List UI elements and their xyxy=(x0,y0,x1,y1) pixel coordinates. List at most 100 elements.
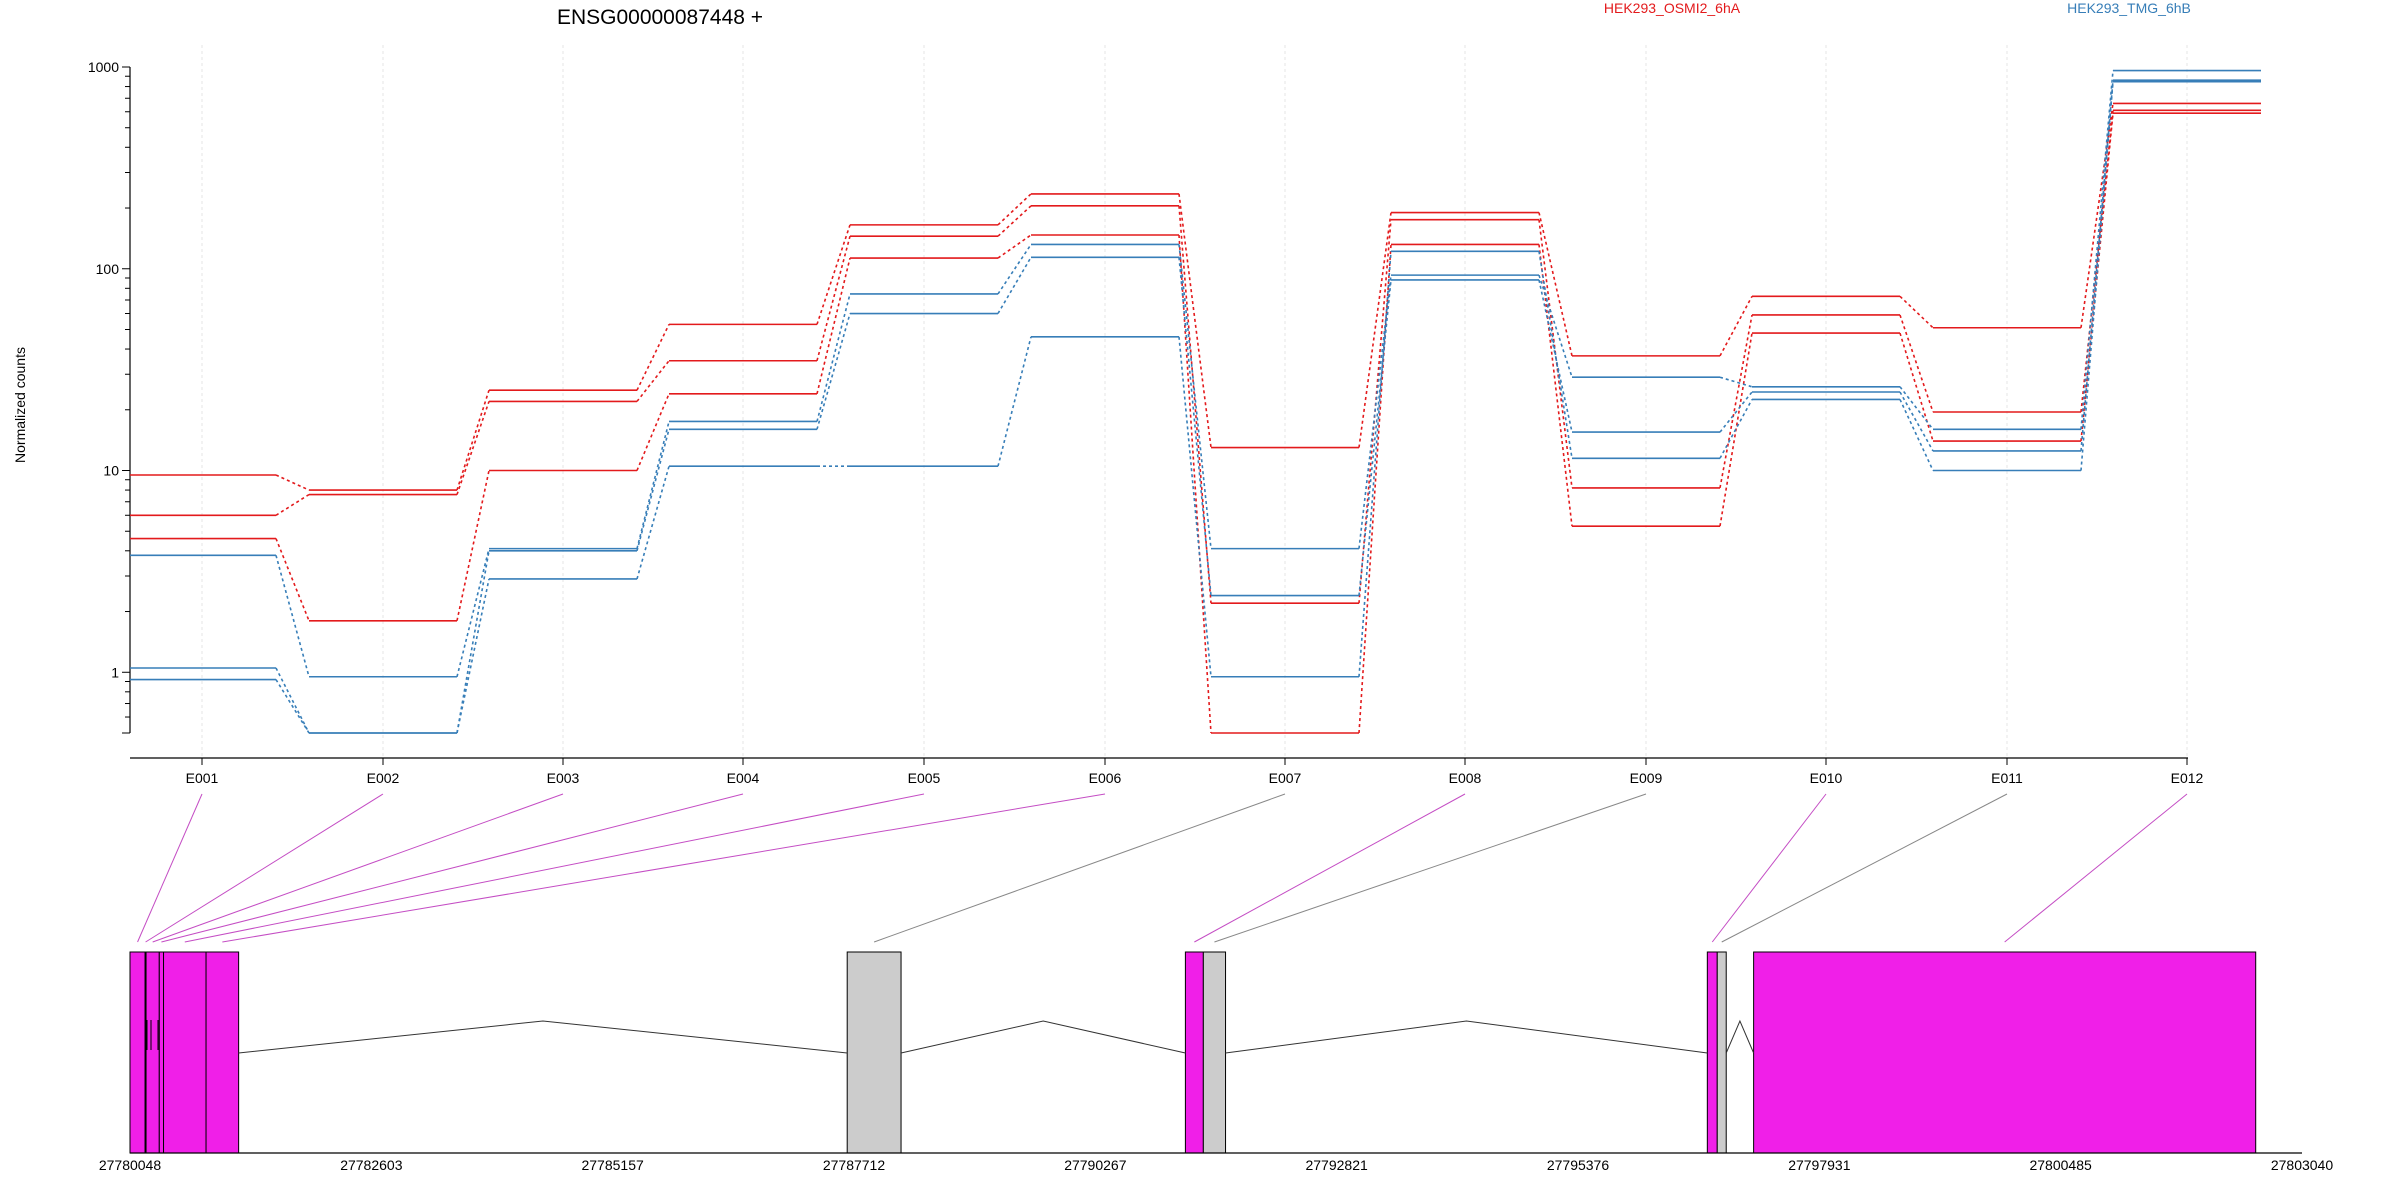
x-tick-label-e008: E008 xyxy=(1449,770,1482,786)
x-tick-label-e012: E012 xyxy=(2171,770,2204,786)
exon-block-e012 xyxy=(1753,951,2257,1154)
series-connector xyxy=(1899,391,1934,452)
series-connector xyxy=(1178,257,1212,596)
series-connector xyxy=(1719,295,1753,357)
x-tick-label-e002: E002 xyxy=(367,770,400,786)
exon-block-e008 xyxy=(1184,951,1204,1154)
series-connector xyxy=(816,293,851,422)
genomic-tick-label: 27780048 xyxy=(99,1157,162,1173)
y-tick-label: 1 xyxy=(111,664,119,680)
series-connector xyxy=(816,235,851,361)
series-connector xyxy=(1899,314,1934,413)
x-tick-label-e005: E005 xyxy=(908,770,941,786)
series-connector xyxy=(456,550,490,734)
exon-block-e004 xyxy=(158,951,165,1154)
series-connector xyxy=(275,555,310,677)
genomic-tick-label: 27790267 xyxy=(1064,1157,1127,1173)
series-6 xyxy=(130,80,2261,734)
series-connector xyxy=(816,224,851,325)
x-tick-label-e006: E006 xyxy=(1089,770,1122,786)
y-tick-label: 100 xyxy=(96,261,120,277)
series-lines xyxy=(130,69,2261,734)
gene-model xyxy=(129,951,2257,1154)
series-connector xyxy=(275,538,310,622)
series-connector xyxy=(456,470,490,621)
y-axis: 1 10 100 1000 xyxy=(88,59,131,734)
series-connector xyxy=(2080,70,2114,430)
series-2 xyxy=(130,109,2261,604)
series-connector xyxy=(1538,251,1573,459)
y-tick-label: 10 xyxy=(103,463,119,479)
series-connector xyxy=(1538,279,1573,433)
series-connector xyxy=(1719,391,1753,433)
series-connector xyxy=(636,421,670,549)
series-connector xyxy=(1538,274,1573,378)
series-connector xyxy=(636,360,670,402)
exon-block-e011 xyxy=(1716,951,1727,1154)
series-connector xyxy=(636,429,670,552)
series-connector xyxy=(2080,81,2114,471)
x-tick-label-e011: E011 xyxy=(1991,770,2023,786)
connector-e007 xyxy=(873,793,1286,943)
vertical-gridlines xyxy=(201,45,2188,758)
series-connector xyxy=(2080,80,2114,452)
series-connector xyxy=(275,493,310,516)
intron-line xyxy=(900,1020,1186,1054)
series-connector xyxy=(997,256,1032,314)
exon-block-e001 xyxy=(129,951,146,1154)
exon-block-e006 xyxy=(205,951,240,1154)
y-axis-label: Normalized counts xyxy=(12,347,28,463)
series-connector xyxy=(1538,244,1573,527)
legend-item-tmg: HEK293_TMG_6hB xyxy=(2067,0,2191,16)
series-connector xyxy=(1358,251,1392,677)
series-connector xyxy=(997,234,1032,259)
genomic-tick-label: 27785157 xyxy=(581,1157,644,1173)
genomic-tick-label: 27792821 xyxy=(1305,1157,1368,1173)
series-connector xyxy=(1178,336,1212,677)
series-connector xyxy=(275,474,310,491)
x-tick-label-e007: E007 xyxy=(1269,770,1302,786)
exon-block-e010 xyxy=(1706,951,1718,1154)
series-connector xyxy=(636,466,670,580)
connector-e012 xyxy=(2004,793,2188,943)
series-connector xyxy=(636,324,670,391)
series-connector xyxy=(456,389,490,491)
connector-e009 xyxy=(1214,793,1647,943)
series-connector xyxy=(816,313,851,430)
x-axis: E001 E002 E003 E004 E005 E006 E007 E008 E009 E010… xyxy=(130,757,2204,786)
chart-title: ENSG00000087448 + xyxy=(557,6,763,29)
intron-line xyxy=(1725,1019,1755,1054)
connector-e005 xyxy=(184,793,925,943)
series-connector xyxy=(1358,279,1392,596)
series-connector xyxy=(997,336,1032,467)
series-connector xyxy=(456,401,490,495)
exon-block-e007 xyxy=(846,951,902,1154)
series-connector xyxy=(1719,399,1753,459)
legend-item-osmi2: HEK293_OSMI2_6hA xyxy=(1604,0,1741,16)
exon-connector-lines xyxy=(137,793,2188,943)
connector-e002 xyxy=(145,793,384,943)
x-tick-label-e004: E004 xyxy=(727,770,760,786)
genomic-tick-label: 27795376 xyxy=(1547,1157,1610,1173)
series-connector xyxy=(997,205,1032,237)
series-connector xyxy=(1178,244,1212,549)
series-connector xyxy=(1358,275,1392,549)
series-connector xyxy=(1178,193,1212,448)
genomic-tick-label: 27797931 xyxy=(1788,1157,1851,1173)
series-connector xyxy=(1899,332,1934,442)
series-connector xyxy=(2080,103,2114,328)
connector-e004 xyxy=(161,793,744,943)
genomic-tick-label: 27803040 xyxy=(2271,1157,2334,1173)
connector-e011 xyxy=(1721,793,2008,943)
series-connector xyxy=(1178,234,1212,734)
genomic-tick-label: 27800485 xyxy=(2029,1157,2092,1173)
genomic-tick-label: 27787712 xyxy=(823,1157,886,1173)
series-connector xyxy=(1538,212,1573,357)
connector-e001 xyxy=(137,793,203,943)
series-connector xyxy=(997,243,1032,295)
series-connector xyxy=(1899,399,1934,471)
series-connector xyxy=(1719,314,1753,489)
intron-line xyxy=(238,1020,848,1054)
series-connector xyxy=(997,193,1032,226)
